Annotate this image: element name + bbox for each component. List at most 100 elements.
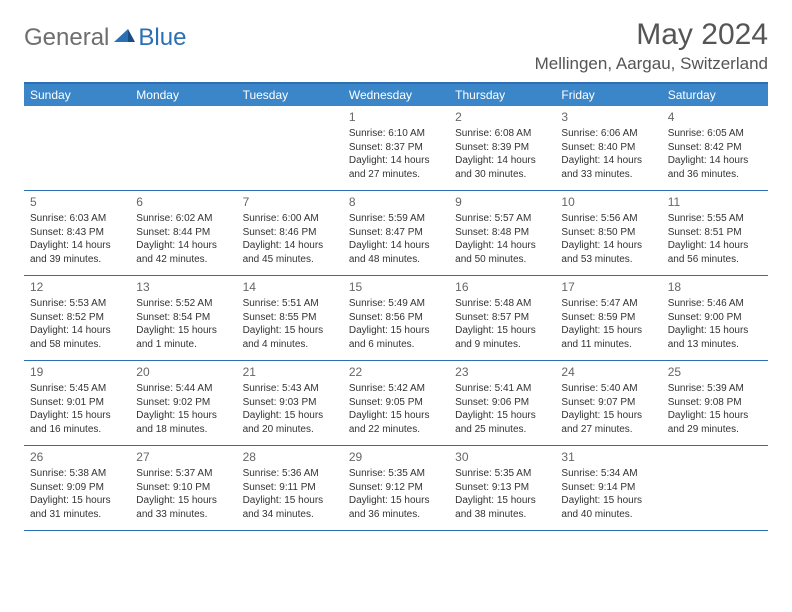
sunset-text: Sunset: 8:47 PM [349,226,443,240]
daylight-text: Daylight: 14 hours and 42 minutes. [136,239,230,266]
day-number: 19 [30,364,124,380]
sunset-text: Sunset: 9:09 PM [30,481,124,495]
day-number: 25 [668,364,762,380]
daylight-text: Daylight: 15 hours and 29 minutes. [668,409,762,436]
sunrise-text: Sunrise: 5:53 AM [30,297,124,311]
sunset-text: Sunset: 8:40 PM [561,141,655,155]
day-number: 4 [668,109,762,125]
logo-text-blue: Blue [138,24,186,52]
daylight-text: Daylight: 14 hours and 30 minutes. [455,154,549,181]
daylight-text: Daylight: 15 hours and 16 minutes. [30,409,124,436]
day-header-friday: Friday [555,84,661,106]
day-number: 1 [349,109,443,125]
sunrise-text: Sunrise: 6:02 AM [136,212,230,226]
sunrise-text: Sunrise: 5:57 AM [455,212,549,226]
daylight-text: Daylight: 14 hours and 53 minutes. [561,239,655,266]
daylight-text: Daylight: 15 hours and 27 minutes. [561,409,655,436]
sunset-text: Sunset: 9:11 PM [243,481,337,495]
daylight-text: Daylight: 14 hours and 39 minutes. [30,239,124,266]
sunrise-text: Sunrise: 5:48 AM [455,297,549,311]
day-cell: 3Sunrise: 6:06 AMSunset: 8:40 PMDaylight… [555,106,661,190]
week-row: 1Sunrise: 6:10 AMSunset: 8:37 PMDaylight… [24,106,768,191]
sunrise-text: Sunrise: 5:44 AM [136,382,230,396]
calendar: SundayMondayTuesdayWednesdayThursdayFrid… [24,82,768,531]
day-cell [24,106,130,190]
day-cell [130,106,236,190]
day-header-wednesday: Wednesday [343,84,449,106]
day-number: 7 [243,194,337,210]
day-header-tuesday: Tuesday [237,84,343,106]
sunset-text: Sunset: 9:08 PM [668,396,762,410]
sunrise-text: Sunrise: 6:05 AM [668,127,762,141]
sunset-text: Sunset: 8:54 PM [136,311,230,325]
logo-triangle-icon [114,27,136,50]
day-cell: 4Sunrise: 6:05 AMSunset: 8:42 PMDaylight… [662,106,768,190]
day-cell: 28Sunrise: 5:36 AMSunset: 9:11 PMDayligh… [237,446,343,530]
daylight-text: Daylight: 14 hours and 58 minutes. [30,324,124,351]
day-cell: 22Sunrise: 5:42 AMSunset: 9:05 PMDayligh… [343,361,449,445]
daylight-text: Daylight: 14 hours and 56 minutes. [668,239,762,266]
sunrise-text: Sunrise: 5:36 AM [243,467,337,481]
week-row: 19Sunrise: 5:45 AMSunset: 9:01 PMDayligh… [24,361,768,446]
day-cell: 9Sunrise: 5:57 AMSunset: 8:48 PMDaylight… [449,191,555,275]
day-cell: 10 Sunrise: 5:56 AMSunset: 8:50 PMDayligh… [555,191,661,275]
day-cell: 12Sunrise: 5:53 AMSunset: 8:52 PMDayligh… [24,276,130,360]
day-number: 9 [455,194,549,210]
day-number: 15 [349,279,443,295]
day-header-monday: Monday [130,84,236,106]
day-number: 21 [243,364,337,380]
day-cell: 27Sunrise: 5:37 AMSunset: 9:10 PMDayligh… [130,446,236,530]
sunrise-text: Sunrise: 5:37 AM [136,467,230,481]
sunset-text: Sunset: 9:14 PM [561,481,655,495]
daylight-text: Daylight: 15 hours and 40 minutes. [561,494,655,521]
day-cell: 19Sunrise: 5:45 AMSunset: 9:01 PMDayligh… [24,361,130,445]
sunrise-text: Sunrise: 5:49 AM [349,297,443,311]
day-number: 24 [561,364,655,380]
daylight-text: Daylight: 15 hours and 20 minutes. [243,409,337,436]
sunrise-text: Sunrise: 5:39 AM [668,382,762,396]
day-number: 5 [30,194,124,210]
sunrise-text: Sunrise: 5:51 AM [243,297,337,311]
sunrise-text: Sunrise: 5:59 AM [349,212,443,226]
day-cell: 13Sunrise: 5:52 AMSunset: 8:54 PMDayligh… [130,276,236,360]
sunset-text: Sunset: 9:00 PM [668,311,762,325]
day-number: 6 [136,194,230,210]
day-cell: 26Sunrise: 5:38 AMSunset: 9:09 PMDayligh… [24,446,130,530]
month-title: May 2024 [535,18,768,52]
sunset-text: Sunset: 8:57 PM [455,311,549,325]
daylight-text: Daylight: 15 hours and 31 minutes. [30,494,124,521]
sunset-text: Sunset: 9:02 PM [136,396,230,410]
sunset-text: Sunset: 8:52 PM [30,311,124,325]
calendar-body: 1Sunrise: 6:10 AMSunset: 8:37 PMDaylight… [24,106,768,531]
sunset-text: Sunset: 9:01 PM [30,396,124,410]
day-cell: 5Sunrise: 6:03 AMSunset: 8:43 PMDaylight… [24,191,130,275]
day-cell: 17Sunrise: 5:47 AMSunset: 8:59 PMDayligh… [555,276,661,360]
logo-text-general: General [24,24,109,52]
daylight-text: Daylight: 15 hours and 1 minute. [136,324,230,351]
sunset-text: Sunset: 8:56 PM [349,311,443,325]
sunset-text: Sunset: 9:13 PM [455,481,549,495]
sunrise-text: Sunrise: 5:41 AM [455,382,549,396]
sunrise-text: Sunrise: 5:43 AM [243,382,337,396]
daylight-text: Daylight: 15 hours and 4 minutes. [243,324,337,351]
day-number: 27 [136,449,230,465]
sunrise-text: Sunrise: 5:56 AM [561,212,655,226]
sunrise-text: Sunrise: 5:35 AM [349,467,443,481]
daylight-text: Daylight: 14 hours and 27 minutes. [349,154,443,181]
day-header-row: SundayMondayTuesdayWednesdayThursdayFrid… [24,84,768,106]
sunrise-text: Sunrise: 5:46 AM [668,297,762,311]
day-number: 10 [561,194,655,210]
sunrise-text: Sunrise: 5:47 AM [561,297,655,311]
sunrise-text: Sunrise: 5:55 AM [668,212,762,226]
day-cell: 25 Sunrise: 5:39 AMSunset: 9:08 PMDayligh… [662,361,768,445]
day-cell: 1Sunrise: 6:10 AMSunset: 8:37 PMDaylight… [343,106,449,190]
daylight-text: Daylight: 15 hours and 11 minutes. [561,324,655,351]
week-row: 5Sunrise: 6:03 AMSunset: 8:43 PMDaylight… [24,191,768,276]
sunset-text: Sunset: 9:05 PM [349,396,443,410]
day-cell: 6Sunrise: 6:02 AMSunset: 8:44 PMDaylight… [130,191,236,275]
sunset-text: Sunset: 8:50 PM [561,226,655,240]
day-number: 29 [349,449,443,465]
day-number: 11 [668,194,762,210]
day-number: 22 [349,364,443,380]
day-cell: 24Sunrise: 5:40 AMSunset: 9:07 PMDayligh… [555,361,661,445]
